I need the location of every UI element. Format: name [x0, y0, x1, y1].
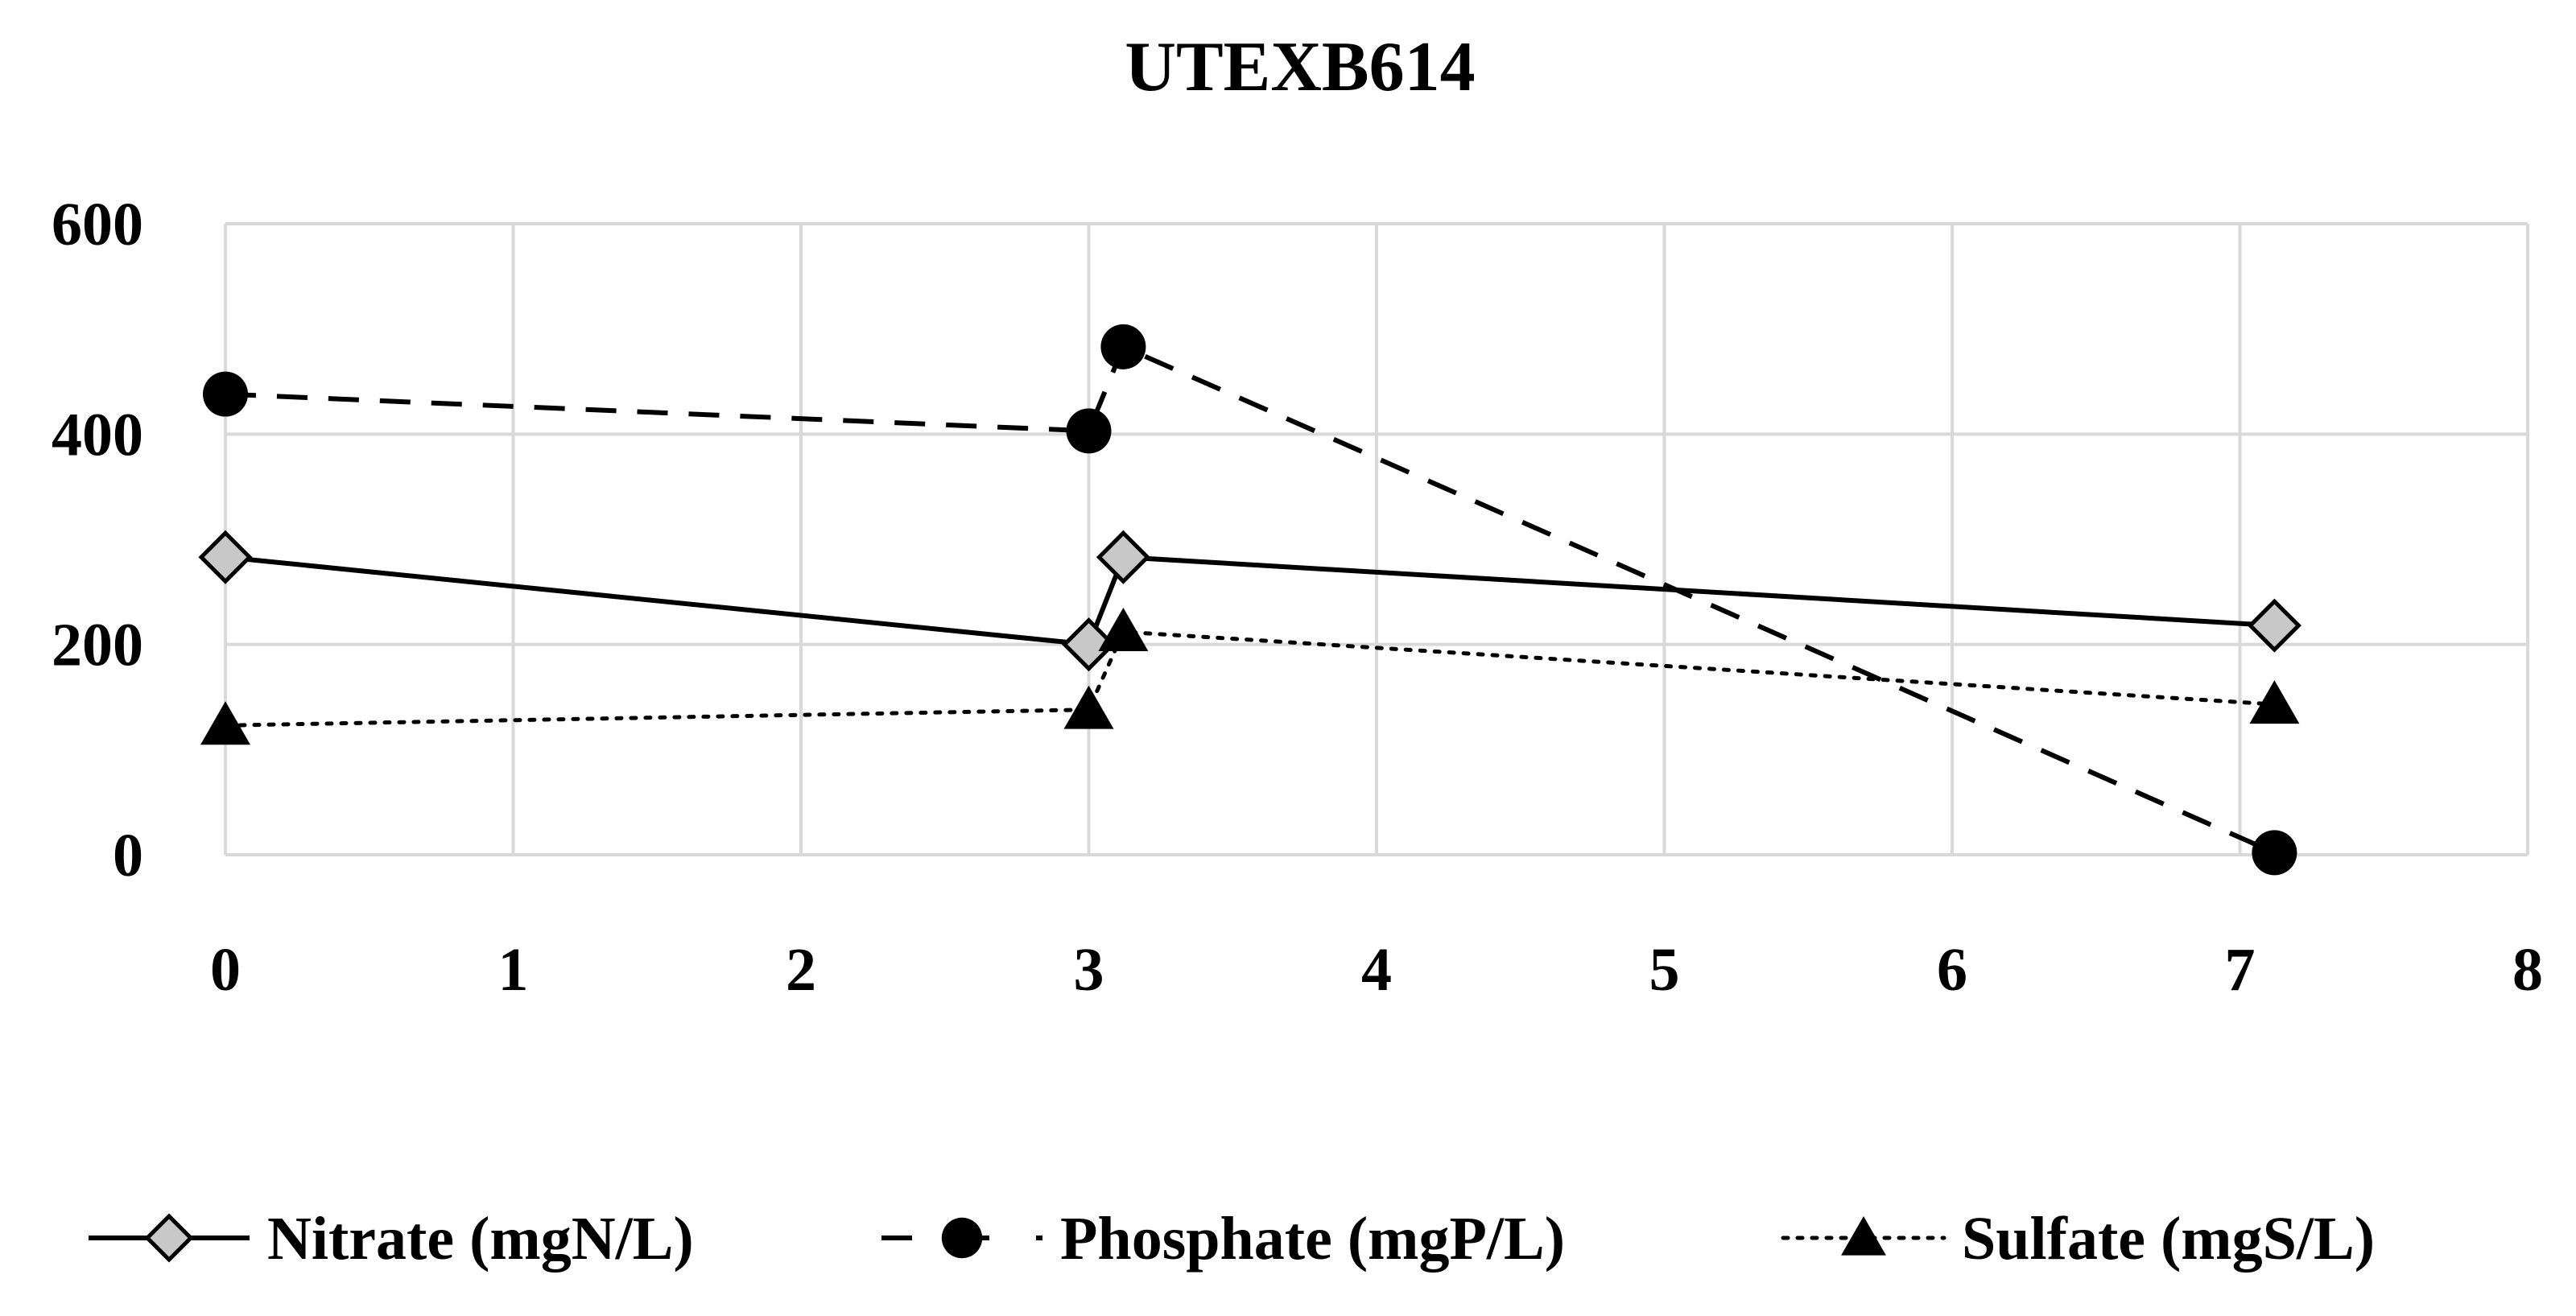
- y-tick-label: 200: [52, 612, 143, 679]
- data-point: [1096, 530, 1150, 584]
- chart-title: UTEXB614: [1125, 28, 1475, 106]
- legend-label: Sulfate (mgS/L): [1962, 1205, 2375, 1273]
- legend-marker: [144, 1213, 194, 1263]
- data-point: [1098, 607, 1149, 651]
- x-tick-label: 8: [2512, 936, 2543, 1004]
- series-line: [223, 629, 2277, 728]
- data-point: [203, 371, 248, 417]
- x-tick-label: 1: [498, 936, 529, 1004]
- series-line: [225, 343, 2276, 856]
- series-phosphate: [203, 324, 2297, 876]
- x-tick-label: 7: [2225, 936, 2256, 1004]
- x-tick-label: 3: [1074, 936, 1104, 1004]
- legend-label: Nitrate (mgN/L): [267, 1205, 694, 1273]
- x-tick-label: 0: [210, 936, 241, 1004]
- y-tick-label: 400: [52, 401, 143, 468]
- legend-item: Phosphate (mgP/L): [881, 1205, 1565, 1273]
- series-line: [225, 555, 2275, 647]
- data-point: [1100, 324, 1146, 369]
- legend-item: Sulfate (mgS/L): [1781, 1205, 2375, 1273]
- y-tick-label: 600: [52, 191, 143, 258]
- data-point: [198, 530, 253, 584]
- series-sulfate: [200, 607, 2300, 745]
- x-tick-label: 5: [1649, 936, 1680, 1004]
- axes: 0 1 2 3 4 5 6 7 8 0 200 400 600: [52, 191, 2543, 1004]
- x-tick-label: 6: [1937, 936, 1967, 1004]
- grid: [224, 222, 2529, 856]
- series-nitrate: [198, 530, 2301, 672]
- legend: Nitrate (mgN/L) Phosphate (mgP/L) Sulfate …: [89, 1205, 2375, 1273]
- data-point: [200, 701, 250, 745]
- data-point: [1066, 408, 1112, 454]
- data-point: [2252, 830, 2297, 876]
- data-point: [2247, 598, 2301, 653]
- series-group: [198, 324, 2301, 876]
- x-tick-label: 4: [1361, 936, 1392, 1004]
- legend-marker: [1841, 1216, 1886, 1256]
- data-point: [1061, 617, 1117, 672]
- legend-label: Phosphate (mgP/L): [1060, 1205, 1565, 1273]
- y-tick-label: 0: [113, 822, 143, 889]
- legend-item: Nitrate (mgN/L): [89, 1205, 694, 1273]
- legend-marker: [941, 1217, 983, 1259]
- x-tick-label: 2: [786, 936, 816, 1004]
- data-point: [1063, 685, 1114, 729]
- data-point: [2249, 680, 2300, 724]
